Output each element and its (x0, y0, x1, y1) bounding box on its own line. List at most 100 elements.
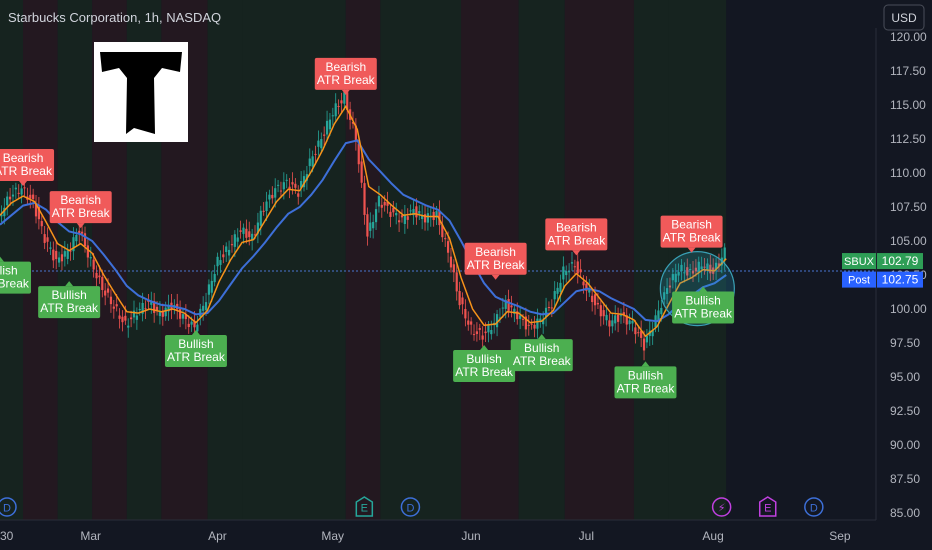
slow-moving-average-line (0, 139, 727, 323)
candle (389, 203, 392, 228)
candle (472, 324, 476, 341)
dividend-marker-icon[interactable]: D (400, 497, 421, 517)
candle (37, 197, 41, 230)
candle (501, 297, 504, 318)
signal-label-text: Bearish (671, 218, 712, 232)
candle (83, 226, 87, 253)
earnings-marker-icon[interactable]: E (758, 496, 777, 517)
candle (308, 148, 311, 176)
candle (297, 185, 300, 205)
candle (694, 259, 698, 277)
currency-button[interactable]: USD (883, 4, 925, 31)
candle (677, 263, 680, 283)
y-tick-label: 110.00 (890, 166, 926, 180)
price-tag-post: Post 102.75 (842, 271, 923, 288)
dividend-marker-icon[interactable]: D (804, 497, 824, 517)
candle (519, 305, 522, 330)
candle (49, 241, 52, 256)
y-tick-label: 87.50 (890, 472, 920, 486)
candle (334, 93, 337, 123)
signal-label-text: ATR Break (467, 258, 526, 272)
candle (236, 228, 239, 249)
candle (265, 191, 268, 222)
candle (207, 279, 211, 305)
candle (138, 302, 141, 316)
candle (34, 194, 38, 224)
candle (455, 262, 458, 301)
candle (60, 246, 64, 271)
candle (573, 259, 576, 274)
candle (225, 242, 228, 262)
signal-label-text: ATR Break (40, 301, 99, 315)
price-tags: SBUX 102.79 Post 102.75 (842, 253, 923, 288)
signal-label-text: Bearish (475, 245, 516, 259)
trend-band-bull (380, 0, 462, 520)
y-tick-label: 95.00 (890, 370, 920, 384)
candle (46, 227, 49, 252)
earnings-marker-icon[interactable]: E (355, 496, 374, 517)
candle (227, 240, 231, 265)
candle (671, 268, 674, 289)
candle (259, 205, 262, 236)
candle (104, 283, 107, 306)
price-tag-sbux: SBUX 102.79 (842, 253, 923, 270)
event-marker-letter: ⚡ (718, 503, 726, 515)
candle (576, 253, 579, 284)
trend-band-bull (633, 0, 669, 520)
candle (697, 256, 700, 283)
candle (452, 259, 455, 283)
candle (418, 205, 421, 221)
y-tick-label: 105.00 (890, 234, 927, 248)
candle (599, 298, 602, 327)
candle (441, 216, 444, 243)
x-tick-label: 30 (0, 529, 14, 543)
candle (181, 309, 185, 325)
signal-label-text: Bearish (325, 60, 366, 74)
candle (320, 132, 323, 154)
trend-band-bull (0, 0, 24, 520)
candle (700, 256, 703, 279)
candle (366, 207, 369, 246)
y-tick-label: 100.00 (890, 302, 927, 316)
candle (216, 252, 219, 276)
candle (75, 228, 78, 246)
signal-label-text: Bullish (628, 368, 663, 382)
signal-label-text: ATR Break (617, 381, 676, 395)
candle (415, 198, 418, 225)
candle (642, 330, 646, 361)
signal-label-text: Bearish (60, 193, 101, 207)
candle (709, 255, 712, 282)
signal-label-text: Bullish (466, 352, 501, 366)
signal-label-text: ATR Break (167, 350, 226, 364)
trend-band-bull (668, 0, 727, 520)
split-marker-icon[interactable]: ⚡ (711, 497, 732, 517)
candle (504, 295, 507, 319)
candle (242, 223, 245, 244)
candle (470, 317, 473, 335)
signal-label-text: Bearish (556, 220, 597, 234)
time-axis: 30 Mar Apr May Jun Jul Aug Sep (0, 529, 851, 543)
y-tick-label: 85.00 (890, 506, 920, 520)
candle (602, 302, 605, 325)
candle (386, 191, 389, 214)
candle (372, 214, 375, 239)
event-marker-letter: E (764, 503, 771, 515)
candle (524, 307, 527, 337)
candle (458, 281, 461, 310)
candle (32, 188, 35, 209)
candle (539, 312, 542, 328)
candle (109, 289, 113, 313)
price-axis: 120.00 117.50 115.00 112.50 110.00 107.50 105.… (890, 30, 927, 520)
dividend-marker-icon[interactable]: D (0, 497, 17, 517)
candle (478, 323, 481, 341)
fast-moving-average-line (0, 104, 727, 338)
currency-button-label[interactable]: USD (891, 11, 917, 25)
